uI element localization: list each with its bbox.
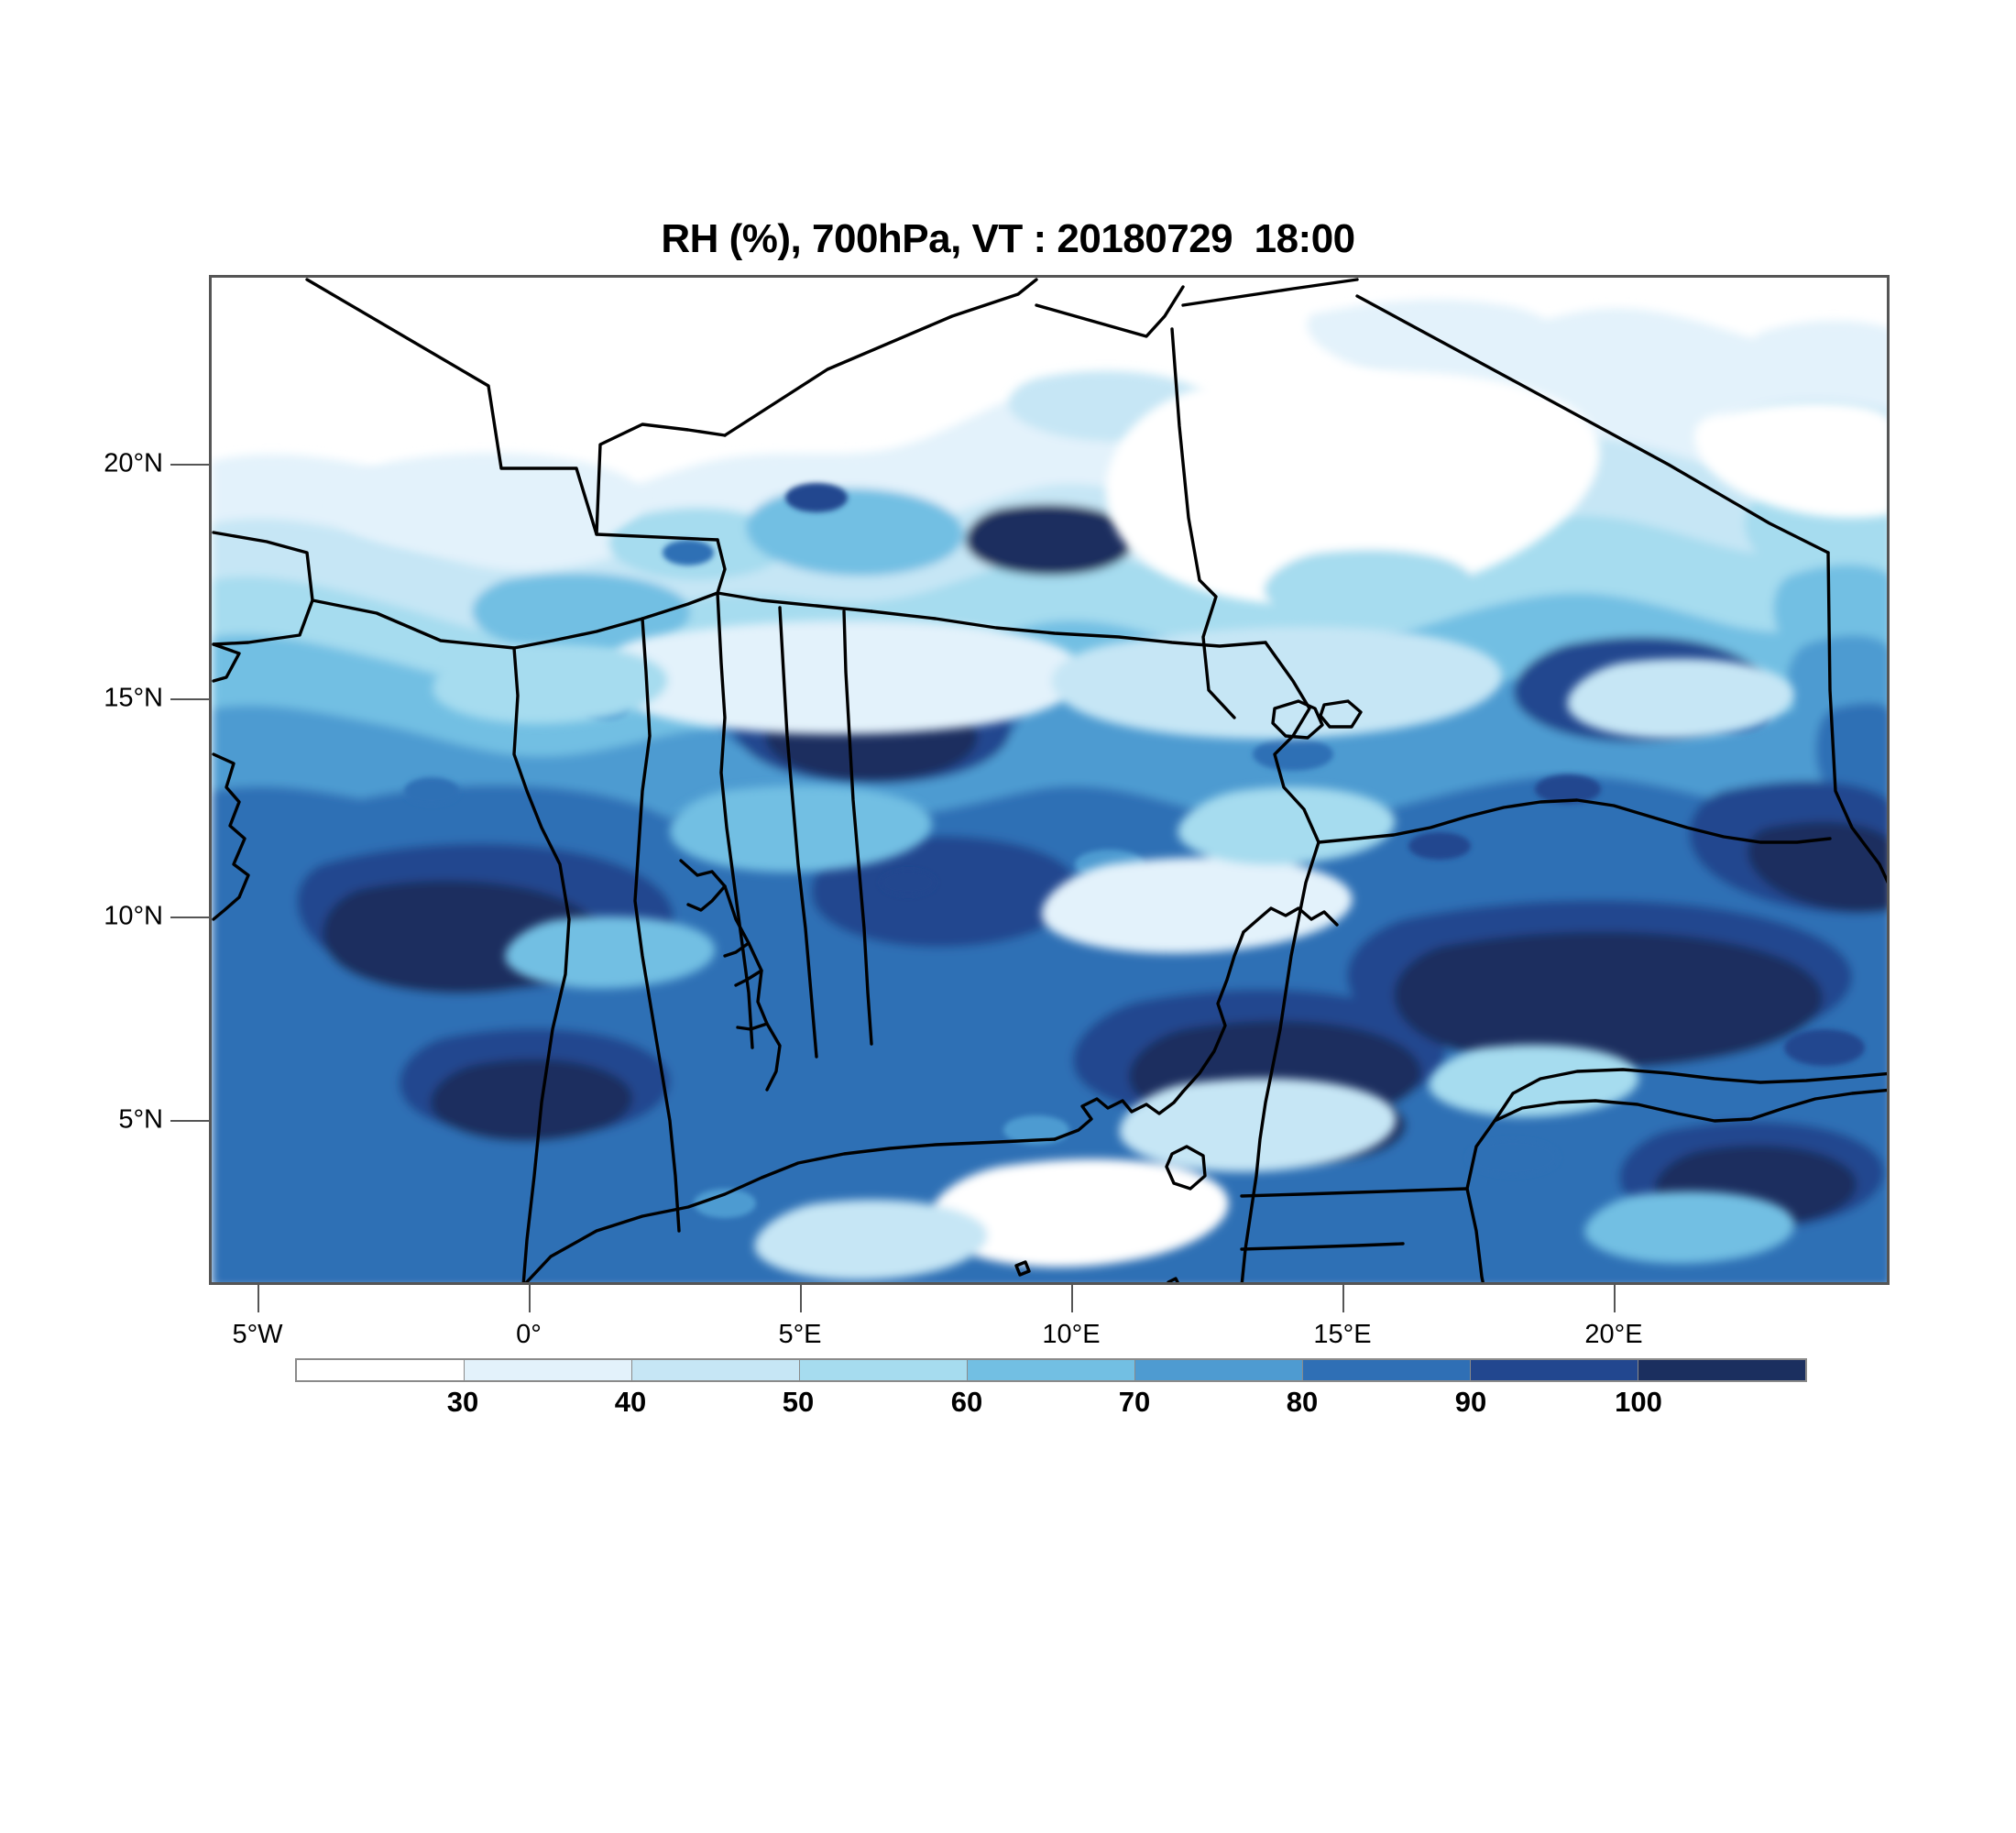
coastline-border-layer: [212, 278, 1887, 1282]
lon-tick-5W: [257, 1285, 259, 1312]
colorbar-tick-40: 40: [614, 1386, 647, 1418]
lon-tick-10E: [1071, 1285, 1073, 1312]
colorbar-swatch-4: [968, 1360, 1135, 1380]
colorbar-tick-50: 50: [782, 1386, 815, 1418]
colorbar-tick-90: 90: [1454, 1386, 1487, 1418]
lon-label-5W: 5°W: [232, 1320, 283, 1349]
colorbar-tick-100: 100: [1615, 1386, 1662, 1418]
colorbar-swatch-5: [1135, 1360, 1303, 1380]
colorbar-swatch-3: [800, 1360, 968, 1380]
lon-label-15E: 15°E: [1313, 1320, 1372, 1349]
lat-label-5N: 5°N: [118, 1104, 163, 1135]
colorbar-swatch-7: [1471, 1360, 1638, 1380]
colorbar-tick-80: 80: [1286, 1386, 1319, 1418]
colorbar-swatch-6: [1303, 1360, 1471, 1380]
page-title: RH (%), 700hPa, VT : 20180729 18:00: [661, 216, 1355, 261]
lon-tick-20E: [1614, 1285, 1616, 1312]
colorbar-swatch-0: [297, 1360, 465, 1380]
colorbar-swatch-8: [1638, 1360, 1805, 1380]
lon-label-5E: 5°E: [778, 1320, 822, 1349]
lon-tick-15E: [1342, 1285, 1344, 1312]
lat-tick-15N: [170, 698, 209, 700]
lat-tick-5N: [170, 1120, 209, 1122]
lon-label-20E: 20°E: [1584, 1320, 1643, 1349]
colorbar-swatch-1: [465, 1360, 632, 1380]
lon-tick-5E: [800, 1285, 802, 1312]
colorbar-swatch-2: [632, 1360, 800, 1380]
lat-label-10N: 10°N: [104, 901, 163, 931]
lon-label-10E: 10°E: [1042, 1320, 1101, 1349]
lon-label-0: 0°: [516, 1320, 542, 1349]
lat-label-20N: 20°N: [104, 448, 163, 478]
colorbar-tick-70: 70: [1118, 1386, 1151, 1418]
colorbar-tick-30: 30: [446, 1386, 479, 1418]
lon-tick-0: [529, 1285, 531, 1312]
lat-tick-20N: [170, 464, 209, 466]
map-plot-area[interactable]: [209, 275, 1890, 1285]
colorbar[interactable]: [295, 1358, 1807, 1382]
colorbar-tick-60: 60: [950, 1386, 983, 1418]
dry-pocket-layer: [333, 370, 1887, 1280]
lat-tick-10N: [170, 916, 209, 918]
lat-label-15N: 15°N: [104, 683, 163, 713]
rh-contour-map: [212, 278, 1887, 1282]
